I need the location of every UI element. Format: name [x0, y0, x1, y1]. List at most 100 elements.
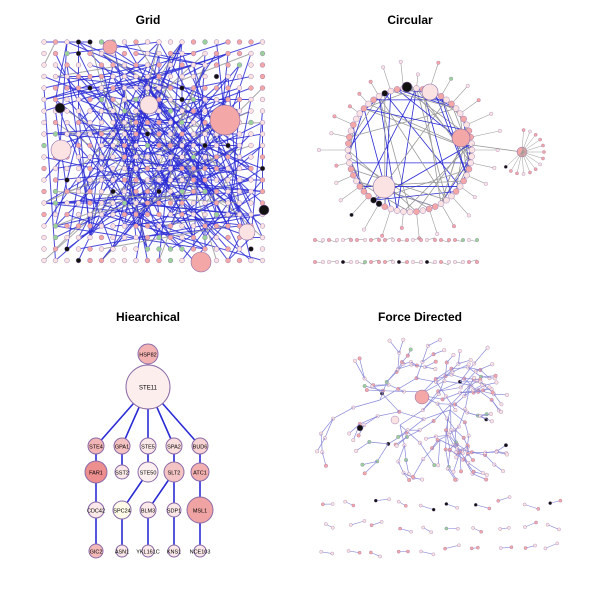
force-fragment-node: [507, 495, 512, 499]
grid-node: [225, 234, 231, 241]
circular-outer-node: [436, 60, 441, 65]
force-node: [468, 358, 473, 363]
force-node: [466, 362, 471, 367]
grid-node: [64, 73, 70, 80]
force-node: [401, 337, 406, 342]
circular-edge: [440, 149, 473, 204]
grid-edge: [78, 156, 206, 169]
grid-node: [144, 62, 151, 68]
grid-node: [179, 50, 185, 57]
grid-node: [167, 234, 174, 241]
circular-spoke: [466, 174, 487, 185]
grid-node: [64, 96, 70, 103]
grid-node: [259, 50, 266, 57]
circular-edge: [440, 156, 472, 204]
force-hub-node: [356, 424, 364, 432]
grid-node: [98, 223, 105, 229]
force-node: [356, 433, 361, 438]
grid-node: [179, 246, 185, 252]
grid-node: [133, 234, 139, 241]
grid-node: [236, 154, 243, 160]
circular-node: [356, 183, 364, 190]
grid-node: [213, 39, 220, 45]
grid-edge: [101, 145, 206, 181]
grid-node: [87, 165, 93, 172]
grid-node: [213, 234, 220, 241]
grid-node: [133, 246, 139, 252]
force-fragment-node: [369, 550, 373, 555]
grid-node: [202, 73, 208, 80]
circular-edge: [521, 134, 536, 153]
force-node: [485, 345, 490, 350]
force-node: [499, 409, 503, 414]
grid-node: [41, 142, 47, 149]
circular-outer-node: [357, 91, 362, 96]
circular-edge: [521, 130, 524, 153]
circular-node: [375, 200, 383, 207]
circular-outer-node: [533, 133, 538, 137]
force-node: [364, 388, 369, 393]
force-fragment-node: [443, 546, 447, 551]
circular-outer-node: [466, 213, 471, 218]
circular-node: [344, 146, 352, 154]
force-fragment-node: [331, 525, 335, 530]
grid-node: [121, 246, 128, 252]
circular-edge: [516, 151, 523, 174]
grid-node: [156, 39, 162, 45]
force-node: [459, 469, 463, 474]
grid-node: [110, 246, 116, 252]
grid-node: [213, 211, 220, 218]
grid-node: [110, 108, 116, 114]
grid-edge: [124, 202, 252, 215]
circular-fragment-node: [397, 260, 401, 264]
circular-outer-node: [449, 76, 454, 81]
circular-outer-node: [435, 231, 440, 236]
force-node: [490, 390, 495, 395]
force-fragment-node: [496, 499, 500, 503]
force-node: [407, 478, 412, 482]
circular-outer-node: [380, 233, 385, 238]
grid-node: [156, 131, 162, 137]
circular-fragment-node: [377, 238, 381, 242]
grid-node: [190, 200, 197, 206]
grid-node: [259, 165, 266, 172]
force-edge: [324, 418, 334, 439]
grid-node: [41, 257, 47, 264]
circular-node: [452, 188, 460, 195]
force-node: [453, 408, 458, 413]
grid-node: [259, 154, 266, 160]
grid-node: [259, 119, 266, 126]
force-node: [360, 462, 365, 467]
circular-node: [350, 121, 357, 128]
force-node: [472, 375, 477, 380]
grid-node: [98, 108, 105, 114]
grid-node: [248, 96, 254, 103]
force-edge: [376, 443, 389, 462]
grid-node: [156, 119, 162, 126]
circular-fragment-node: [355, 260, 359, 264]
grid-node: [75, 188, 82, 195]
circular-fragment-node: [369, 260, 373, 264]
grid-node: [144, 131, 151, 137]
grid-node: [52, 223, 59, 229]
grid-edge: [43, 110, 125, 227]
circular-node: [365, 100, 372, 108]
grid-node: [167, 188, 174, 195]
grid-node: [179, 142, 185, 149]
grid-node: [133, 200, 139, 206]
force-node: [354, 448, 359, 453]
force-node: [484, 477, 489, 482]
grid-node: [41, 119, 47, 126]
grid-edge: [135, 225, 240, 238]
grid-node: [75, 119, 82, 126]
grid-node: [64, 257, 70, 264]
circular-fragment-node: [377, 260, 381, 264]
circular-fragment-node: [363, 238, 367, 242]
force-edge: [399, 411, 424, 420]
force-fragment-node: [346, 549, 351, 553]
grid-node: [190, 73, 197, 80]
grid-edge: [124, 191, 252, 238]
grid-node: [64, 85, 70, 91]
grid-edge: [193, 214, 229, 261]
